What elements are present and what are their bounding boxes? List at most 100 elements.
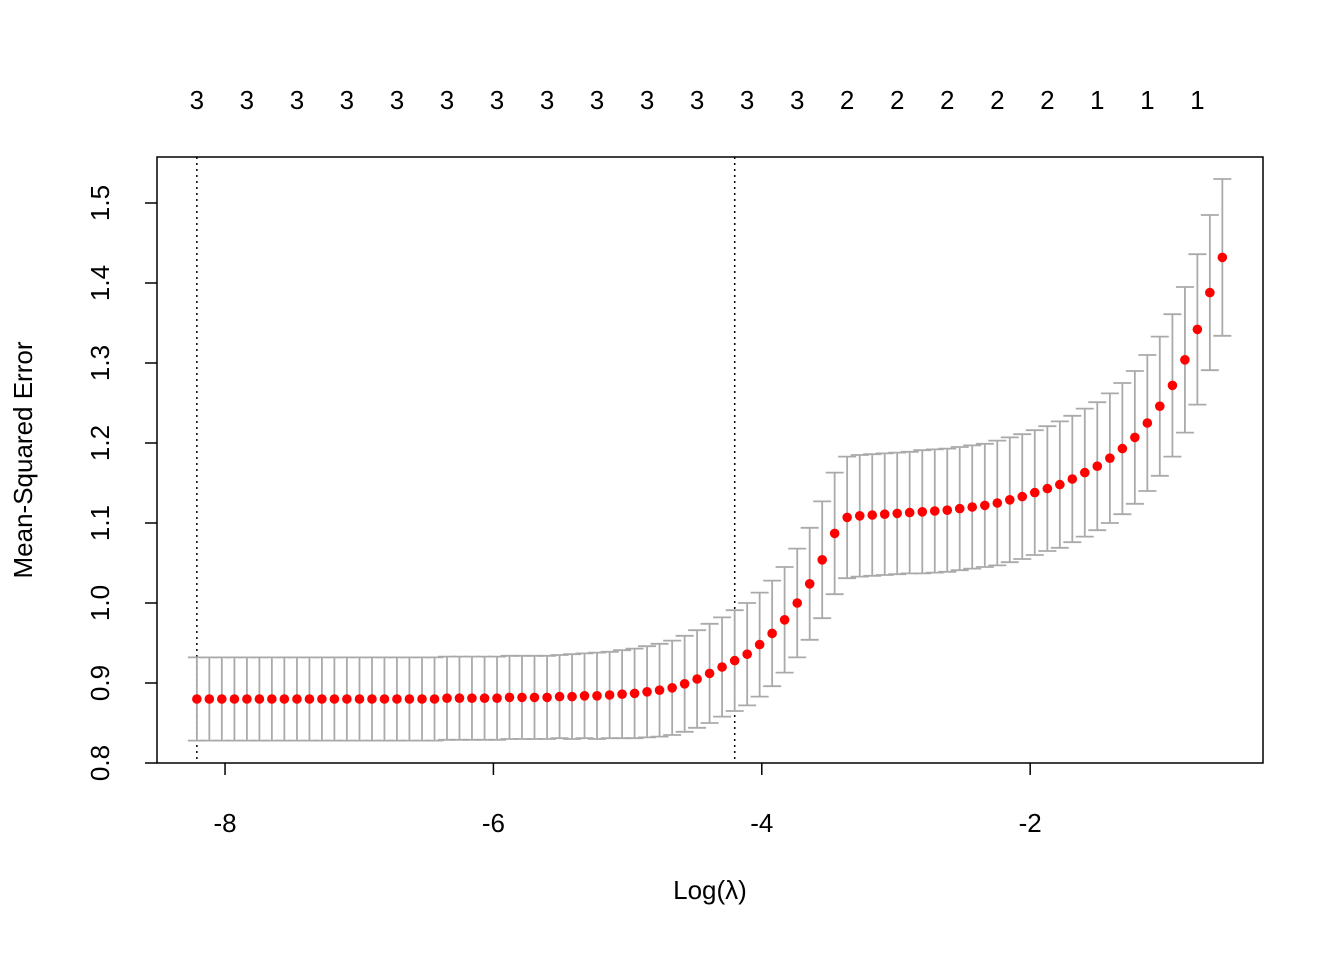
- x-tick-label: -2: [1019, 808, 1042, 838]
- point: [1155, 401, 1165, 412]
- point: [504, 692, 515, 703]
- point: [442, 693, 452, 703]
- point: [617, 689, 627, 699]
- x-tick-label: -4: [750, 808, 773, 838]
- top-axis-label: 3: [740, 85, 754, 115]
- point: [467, 693, 477, 703]
- point: [517, 692, 527, 703]
- point: [667, 683, 677, 693]
- point: [854, 511, 865, 521]
- y-axis-label: Mean-Squared Error: [8, 341, 38, 578]
- point: [292, 694, 302, 704]
- x-tick-label: -6: [482, 808, 505, 838]
- point: [1117, 443, 1128, 454]
- point: [492, 693, 502, 703]
- point: [767, 628, 777, 639]
- point: [629, 688, 640, 699]
- x-tick-label: -8: [213, 808, 236, 838]
- point: [742, 649, 752, 659]
- point: [942, 505, 953, 515]
- point: [1067, 474, 1078, 484]
- point: [229, 694, 240, 704]
- point: [279, 694, 290, 704]
- y-tick-label: 1.4: [85, 265, 115, 301]
- top-axis-label: 3: [640, 85, 654, 115]
- point: [842, 512, 852, 523]
- top-axis-label: 1: [1090, 85, 1104, 115]
- point: [217, 694, 227, 704]
- y-tick-label: 1.5: [85, 185, 115, 221]
- point: [317, 694, 327, 704]
- point: [542, 692, 552, 703]
- point: [1205, 287, 1215, 298]
- point: [254, 694, 265, 704]
- top-axis-label: 3: [240, 85, 254, 115]
- point: [717, 662, 727, 672]
- point: [1180, 355, 1190, 365]
- top-axis-label: 1: [1190, 85, 1204, 115]
- top-axis-label: 3: [540, 85, 554, 115]
- point: [1217, 252, 1228, 263]
- y-tick-label: 1.3: [85, 345, 115, 381]
- point: [779, 615, 790, 625]
- point: [980, 500, 990, 511]
- point: [892, 508, 902, 519]
- point: [242, 694, 252, 704]
- top-axis-label: 3: [390, 85, 404, 115]
- point: [692, 674, 702, 684]
- top-axis-label: 2: [1040, 85, 1054, 115]
- point: [267, 694, 277, 704]
- point: [1167, 380, 1178, 391]
- point: [1004, 495, 1015, 505]
- top-axis-label: 3: [440, 85, 454, 115]
- plot-box: [156, 156, 1264, 764]
- point: [867, 510, 878, 520]
- top-axis-label: 3: [690, 85, 704, 115]
- point: [904, 507, 915, 518]
- point: [917, 507, 928, 517]
- point: [342, 694, 352, 704]
- point: [804, 579, 815, 589]
- top-axis-label: 3: [790, 85, 804, 115]
- point: [567, 691, 577, 702]
- y-tick-label: 1.2: [85, 425, 115, 461]
- point: [1079, 467, 1090, 478]
- point: [817, 555, 827, 565]
- top-axis-label: 2: [840, 85, 854, 115]
- top-axis-label: 2: [990, 85, 1004, 115]
- point: [379, 694, 390, 704]
- y-tick-label: 1.0: [85, 585, 115, 621]
- point: [554, 691, 565, 702]
- top-axis-label: 2: [890, 85, 904, 115]
- point: [1142, 418, 1153, 428]
- point: [704, 668, 715, 679]
- point: [792, 598, 803, 608]
- point: [1105, 453, 1115, 464]
- point: [967, 502, 978, 512]
- y-tick-label: 0.9: [85, 665, 115, 701]
- point: [829, 528, 840, 539]
- point: [729, 655, 740, 666]
- point: [604, 690, 615, 700]
- top-axis-label: 3: [490, 85, 504, 115]
- point: [579, 691, 590, 701]
- point: [754, 639, 765, 650]
- point: [192, 694, 202, 704]
- top-axis-label: 3: [340, 85, 354, 115]
- point: [479, 693, 490, 703]
- top-axis-label: 3: [290, 85, 304, 115]
- x-axis-label: Log(λ): [673, 875, 747, 905]
- point: [1017, 491, 1028, 502]
- point: [1192, 324, 1203, 335]
- point: [367, 694, 377, 704]
- top-axis-label: 3: [190, 85, 204, 115]
- point: [1092, 461, 1103, 472]
- point: [679, 679, 690, 689]
- point: [404, 694, 415, 704]
- point: [429, 694, 440, 704]
- point: [642, 687, 652, 697]
- point: [392, 694, 402, 704]
- point: [654, 685, 665, 695]
- top-axis-label: 2: [940, 85, 954, 115]
